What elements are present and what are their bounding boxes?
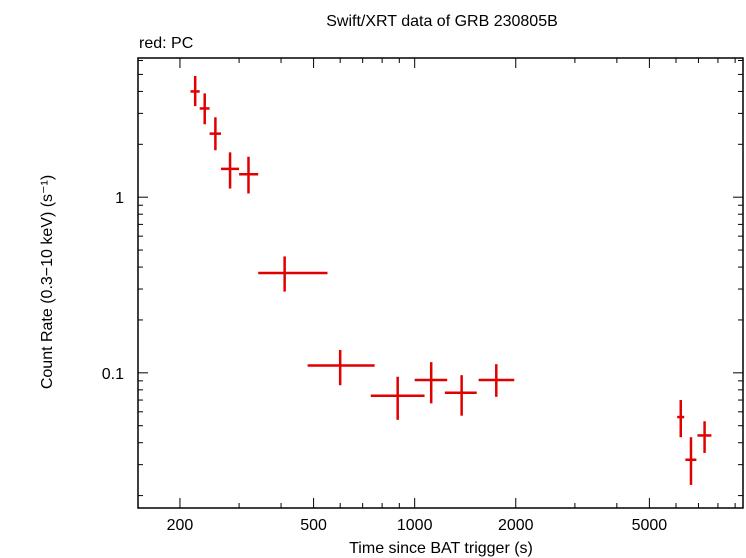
plot-frame xyxy=(137,57,744,509)
data-point xyxy=(190,75,200,107)
data-point xyxy=(209,117,221,151)
y-axis-label: Count Rate (0.3−10 keV) (s⁻¹) xyxy=(39,175,56,389)
x-tick-label: 500 xyxy=(300,517,327,534)
data-point xyxy=(444,375,477,416)
y-axis-ticks: 0.11 xyxy=(102,60,743,497)
data-point xyxy=(697,421,712,453)
data-point xyxy=(685,437,697,485)
data-point xyxy=(307,349,375,386)
x-tick-label: 5000 xyxy=(632,517,668,534)
x-tick-label: 2000 xyxy=(498,517,534,534)
data-point xyxy=(220,152,240,189)
data-point xyxy=(370,376,425,420)
data-point xyxy=(478,364,515,397)
x-tick-label: 200 xyxy=(167,517,194,534)
x-tick-label: 1000 xyxy=(397,517,433,534)
legend-label: red: PC xyxy=(139,35,193,52)
x-axis-label: Time since BAT trigger (s) xyxy=(349,540,533,557)
y-tick-label: 1 xyxy=(115,190,124,207)
data-point xyxy=(199,93,210,125)
x-axis-ticks: 200 500 1000 2000 5000 xyxy=(167,58,736,534)
chart-title: Swift/XRT data of GRB 230805B xyxy=(326,13,558,30)
data-point xyxy=(239,156,259,194)
data-points xyxy=(190,75,712,485)
data-point xyxy=(414,362,448,404)
data-point xyxy=(677,400,685,438)
data-point xyxy=(258,256,328,292)
y-tick-label: 0.1 xyxy=(102,366,124,383)
